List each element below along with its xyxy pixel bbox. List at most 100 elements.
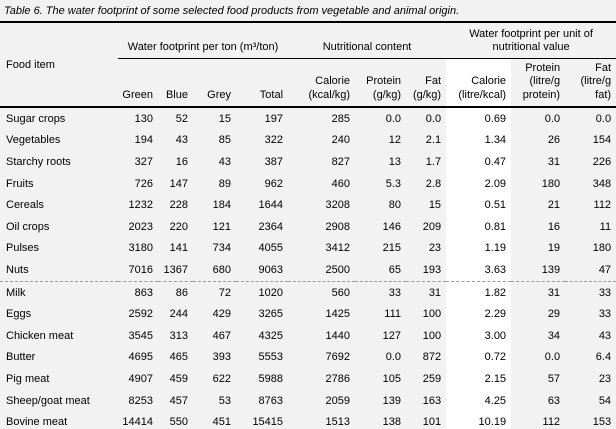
column-header-calorie-kcal-kg: Calorie (kcal/kg) [288, 58, 356, 109]
value-cell: 244 [169, 308, 188, 321]
value-cell: 7016 [128, 263, 153, 276]
value-cell: 1.7 [425, 156, 442, 169]
food-item-cell: Pulses [6, 242, 40, 255]
table-row: Milk 863 86 72 1020 560 33 31 1.82 31 33 [0, 280, 616, 304]
water-footprint-table: Food item Water footprint per ton (m³/to… [0, 23, 616, 429]
value-cell: 1.34 [446, 129, 512, 152]
value-cell: 726 [134, 177, 153, 190]
table-row: Pig meat 4907 459 622 5988 2786 105 259 2.15 57 23 [0, 368, 616, 390]
value-cell: 4325 [258, 329, 284, 342]
value-cell: 10.19 [446, 411, 512, 429]
food-item-column-header: Food item [0, 23, 118, 109]
column-header-protein-litre-g: Protein (litre/g protein) [511, 58, 566, 109]
food-item-cell: Chicken meat [6, 329, 74, 342]
value-cell: 31 [547, 156, 561, 169]
value-cell: 2.09 [446, 172, 512, 195]
value-cell: 139 [382, 394, 402, 407]
value-cell: 0.0 [385, 351, 402, 364]
value-cell: 180 [541, 177, 561, 190]
value-cell: 1.19 [446, 237, 512, 260]
value-cell: 2592 [128, 308, 153, 321]
table-row: Vegetables 194 43 85 322 240 12 2.1 1.34 26 154 [0, 129, 616, 152]
value-cell: 16 [175, 156, 188, 169]
value-cell: 53 [218, 394, 231, 407]
value-cell: 0.69 [446, 107, 512, 130]
value-cell: 154 [592, 134, 612, 147]
value-cell: 2364 [258, 220, 284, 233]
value-cell: 31 [511, 280, 566, 304]
value-cell: 9063 [258, 263, 284, 276]
value-cell: 734 [212, 242, 231, 255]
column-header-grey: Grey [193, 58, 236, 109]
value-cell: 112 [542, 416, 561, 429]
value-cell: 226 [592, 156, 612, 169]
value-cell: 2059 [325, 394, 351, 407]
value-cell: 3412 [325, 242, 351, 255]
value-cell: 100 [422, 308, 442, 321]
food-item-cell: Sugar crops [6, 112, 66, 125]
value-cell: 101 [422, 416, 442, 429]
value-cell: 1.82 [446, 280, 512, 304]
column-header-fat-g-kg: Fat (g/kg) [406, 58, 447, 109]
value-cell: 393 [212, 351, 231, 364]
value-cell: 130 [134, 112, 153, 125]
table-row: Bovine meat 14414 550 451 15415 1513 138 101 10.… [0, 411, 616, 429]
value-cell: 1020 [236, 280, 289, 304]
value-cell: 322 [264, 134, 284, 147]
value-cell: 33 [598, 308, 612, 321]
value-cell: 215 [382, 242, 402, 255]
value-cell: 194 [134, 134, 153, 147]
value-cell: 3545 [128, 329, 153, 342]
value-cell: 197 [264, 112, 284, 125]
value-cell: 285 [331, 112, 351, 125]
value-cell: 34 [547, 329, 561, 342]
value-cell: 19 [547, 242, 561, 255]
value-cell: 4.25 [446, 389, 512, 412]
value-cell: 141 [169, 242, 188, 255]
value-cell: 0.0 [544, 112, 561, 125]
value-cell: 0.0 [544, 351, 561, 364]
food-item-cell: Vegetables [6, 134, 61, 147]
value-cell: 827 [331, 156, 351, 169]
food-item-cell: Oil crops [6, 220, 50, 233]
value-cell: 14414 [122, 416, 153, 429]
value-cell: 21 [547, 199, 561, 212]
value-cell: 54 [598, 394, 612, 407]
value-cell: 43 [175, 134, 188, 147]
table-row: Butter 4695 465 393 5553 7692 0.0 872 0.72 0.0 6.4 [0, 346, 616, 369]
value-cell: 451 [212, 416, 231, 429]
value-cell: 2500 [325, 263, 351, 276]
group-header-water-footprint-per-ton: Water footprint per ton (m³/ton) [118, 23, 289, 59]
value-cell: 7692 [325, 351, 351, 364]
food-item-cell: Nuts [6, 263, 29, 276]
column-header-total: Total [236, 58, 289, 109]
table-row: Starchy roots 327 16 43 387 827 13 1.7 0.47 31 226 [0, 151, 616, 173]
value-cell: 138 [382, 416, 402, 429]
value-cell: 63 [547, 394, 561, 407]
value-cell: 0.0 [385, 112, 402, 125]
value-cell: 4695 [128, 351, 153, 364]
value-cell: 11 [599, 220, 612, 233]
column-header-calorie-litre-kcal: Calorie (litre/kcal) [446, 58, 512, 109]
value-cell: 15 [428, 199, 442, 212]
value-cell: 4055 [258, 242, 284, 255]
group-header-water-footprint-per-nutritional-value: Water footprint per unit of nutritional … [446, 23, 616, 59]
value-cell: 962 [264, 177, 284, 190]
value-cell: 47 [598, 263, 612, 276]
value-cell: 23 [598, 372, 612, 385]
column-header-row: Green Blue Grey Total Calorie (kcal/kg) … [0, 58, 616, 109]
value-cell: 0.72 [446, 346, 512, 369]
value-cell: 5553 [258, 351, 284, 364]
value-cell: 105 [382, 372, 402, 385]
table-header: Food item Water footprint per ton (m³/to… [0, 23, 616, 109]
group-header-row: Food item Water footprint per ton (m³/to… [0, 23, 616, 109]
value-cell: 0.0 [595, 112, 612, 125]
value-cell: 127 [382, 329, 402, 342]
value-cell: 180 [592, 242, 612, 255]
value-cell: 457 [169, 394, 188, 407]
value-cell: 680 [212, 263, 231, 276]
value-cell: 5988 [258, 372, 284, 385]
value-cell: 184 [212, 199, 231, 212]
value-cell: 16 [547, 220, 561, 233]
value-cell: 1513 [325, 416, 351, 429]
